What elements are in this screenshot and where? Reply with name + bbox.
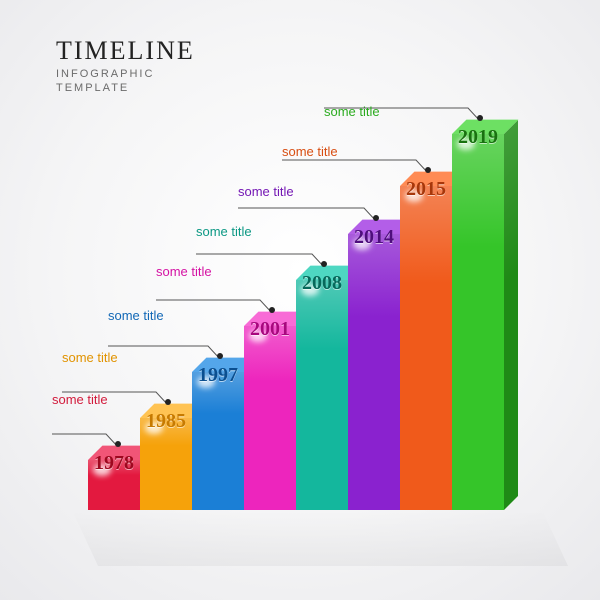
callout-2008: some title [196,224,252,239]
callout-dot [115,441,121,447]
chart-stage: 1978 some title 1985 some title 1997 some tit… [0,0,600,600]
year-label-1997: 1997 [198,364,238,387]
leader-line [196,254,324,267]
year-label-2001: 2001 [250,318,290,341]
bar-front [452,134,504,510]
callout-1985: some title [62,350,118,365]
callout-dot [165,399,171,405]
callout-2019: some title [324,104,380,119]
callout-2015: some title [282,144,338,159]
year-label-2019: 2019 [458,126,498,149]
bar-front [348,234,400,510]
leader-line [156,300,272,313]
callout-dot [269,307,275,313]
year-label-2014: 2014 [354,226,394,249]
callout-2001: some title [156,264,212,279]
bar-front [400,186,452,510]
callout-dot [217,353,223,359]
bar-side [504,120,518,510]
year-label-1978: 1978 [94,452,134,475]
bar-front [192,372,244,510]
leader-line [108,346,220,359]
leader-line [282,160,428,173]
callout-dot [373,215,379,221]
callout-1978: some title [52,392,108,407]
callout-1997: some title [108,308,164,323]
year-label-1985: 1985 [146,410,186,433]
leader-line [238,208,376,221]
bar-2015 [400,186,452,510]
bar-2014 [348,234,400,510]
callout-2014: some title [238,184,294,199]
bar-1997 [192,372,244,510]
bar-2008 [296,280,348,510]
year-label-2008: 2008 [302,272,342,295]
bar-front [244,326,296,510]
bar-front [296,280,348,510]
bar-2001 [244,326,296,510]
callout-dot [477,115,483,121]
callout-dot [321,261,327,267]
callout-dot [425,167,431,173]
year-label-2015: 2015 [406,178,446,201]
bar-2019 [452,134,504,510]
